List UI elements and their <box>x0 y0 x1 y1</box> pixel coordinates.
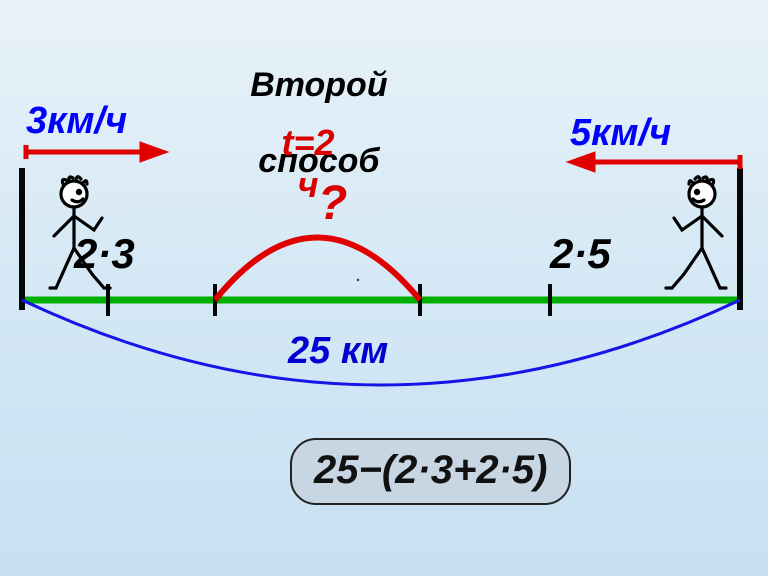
formula-box: 25−(2·3+2·5) <box>290 438 571 505</box>
dot <box>357 279 359 281</box>
speed-left-label: 3км/ч <box>26 100 127 143</box>
time-label: t=2 <box>248 122 368 164</box>
right-mult-label: 2·5 <box>550 230 611 278</box>
title-line1: Второй <box>250 66 387 104</box>
distance-label: 25 км <box>288 330 388 373</box>
person-right-icon <box>666 177 726 288</box>
left-mult-label: 2·3 <box>74 230 135 278</box>
speed-right-label: 5км/ч <box>570 112 671 155</box>
arrow-left-icon <box>567 152 740 172</box>
time-unit-label: ч <box>248 164 368 206</box>
arrow-right-icon <box>26 142 168 162</box>
question-mark: ? <box>318 176 347 231</box>
red-arc <box>215 238 420 301</box>
